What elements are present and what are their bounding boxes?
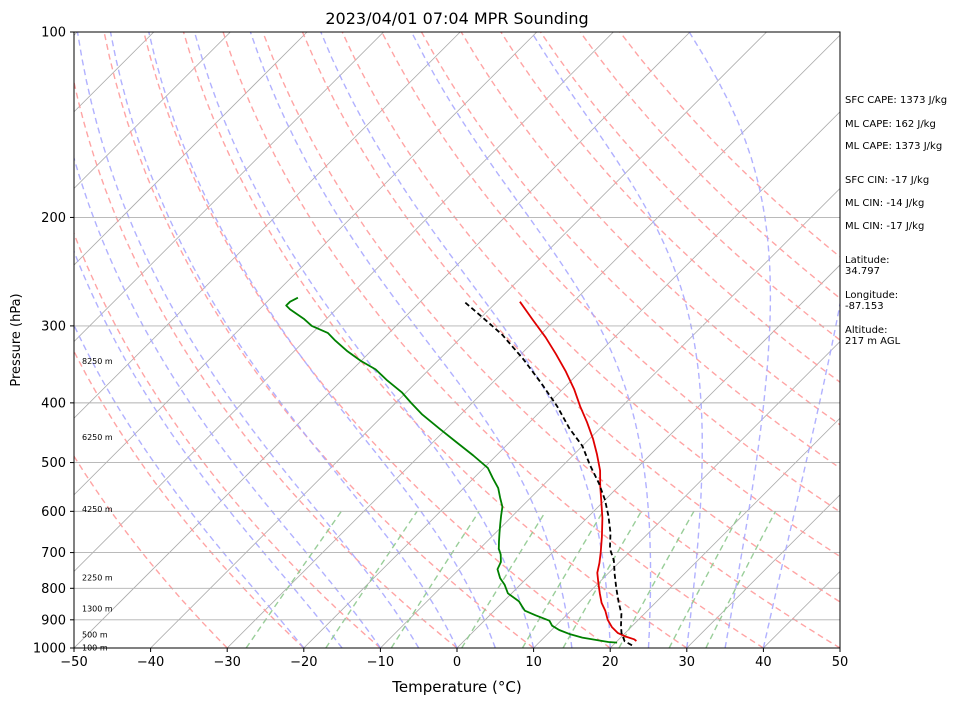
chart-title: 2023/04/01 07:04 MPR Sounding bbox=[325, 9, 588, 28]
moist-adiabat-line bbox=[74, 155, 381, 648]
x-tick-label: 30 bbox=[679, 655, 696, 670]
mixing-ratio-line bbox=[562, 510, 642, 648]
temperature-line bbox=[519, 301, 637, 642]
dry-adiabat-line bbox=[143, 32, 611, 648]
mixing-ratio-line bbox=[245, 510, 342, 648]
y-tick-label: 700 bbox=[41, 546, 66, 561]
isotherm-line bbox=[150, 32, 767, 648]
dry-adiabat-line bbox=[74, 349, 305, 648]
isotherm-line bbox=[74, 32, 231, 189]
latitude-annotation: Latitude: 34.797 bbox=[845, 255, 890, 277]
height-label: 1300 m bbox=[82, 605, 113, 614]
moist-adiabat-line bbox=[762, 300, 840, 648]
y-tick-label: 300 bbox=[41, 319, 66, 334]
plot-frame bbox=[73, 31, 841, 649]
y-tick-label: 200 bbox=[41, 211, 66, 226]
dry-adiabat-line bbox=[74, 79, 458, 648]
isotherm-line bbox=[74, 32, 461, 419]
isotherm-line bbox=[74, 32, 538, 496]
moist-adiabat-line bbox=[76, 32, 420, 648]
mixing-ratio-line bbox=[521, 510, 604, 648]
y-tick-label: 800 bbox=[41, 582, 66, 597]
y-tick-label: 1000 bbox=[33, 642, 66, 657]
height-label: 100 m bbox=[82, 643, 108, 652]
mixing-ratio-line bbox=[618, 510, 695, 648]
isotherm-line bbox=[533, 341, 840, 648]
isotherm-line bbox=[456, 264, 840, 648]
height-label: 8250 m bbox=[82, 357, 113, 366]
x-tick-label: −10 bbox=[367, 655, 394, 670]
ml-cape-annotation: ML CAPE: 162 J/kg bbox=[845, 119, 936, 130]
y-axis-label: Pressure (hPa) bbox=[9, 293, 24, 386]
x-tick-label: −50 bbox=[60, 655, 87, 670]
sfc-cape-annotation: SFC CAPE: 1373 J/kg bbox=[845, 95, 948, 106]
y-tick-label: 400 bbox=[41, 396, 66, 411]
sounding-series bbox=[285, 296, 637, 647]
ml-cin-annotation: ML CIN: -14 J/kg bbox=[845, 198, 925, 209]
dewpoint-line bbox=[285, 296, 618, 644]
mixing-ratio-line bbox=[668, 510, 742, 648]
isotherm-line bbox=[686, 494, 840, 648]
dry-adiabat-line bbox=[74, 231, 381, 648]
moist-adiabat-line bbox=[109, 32, 458, 648]
moist-adiabat-line bbox=[530, 32, 704, 648]
dry-adiabat-line bbox=[74, 454, 228, 648]
y-tick-label: 500 bbox=[41, 456, 66, 471]
moist-adiabat-line bbox=[148, 32, 496, 648]
x-tick-label: 40 bbox=[755, 655, 772, 670]
altitude-annotation: Altitude: 217 m AGL bbox=[845, 325, 901, 347]
x-tick-label: 10 bbox=[525, 655, 542, 670]
height-labels: 100 m 500 m 1300 m 2250 m 4250 m 6250 m 8250 m bbox=[82, 357, 113, 652]
sfc-cin-annotation: SFC CIN: -17 J/kg bbox=[845, 175, 930, 186]
height-label: 500 m bbox=[82, 631, 108, 640]
height-label: 2250 m bbox=[82, 573, 113, 582]
x-tick-label: 0 bbox=[453, 655, 461, 670]
isotherm-line bbox=[609, 417, 840, 648]
dry-adiabat-line bbox=[222, 32, 764, 648]
parcel-line bbox=[464, 301, 633, 647]
moist-adiabat-line bbox=[410, 32, 652, 648]
height-label: 6250 m bbox=[82, 433, 113, 442]
isotherm-line bbox=[74, 32, 691, 648]
mixing-ratio-line bbox=[705, 510, 777, 648]
moist-adiabat-line bbox=[193, 32, 535, 648]
y-tick-label: 600 bbox=[41, 505, 66, 520]
ml-cape-annotation-2: ML CAPE: 1373 J/kg bbox=[845, 141, 943, 152]
x-tick-label: −40 bbox=[137, 655, 164, 670]
longitude-annotation: Longitude: -87.153 bbox=[845, 290, 899, 312]
y-tick-label: 900 bbox=[41, 613, 66, 628]
x-tick-label: −30 bbox=[213, 655, 240, 670]
isotherm-line bbox=[303, 111, 840, 648]
height-label: 4250 m bbox=[82, 505, 113, 514]
y-tick-label: 100 bbox=[41, 26, 66, 41]
dry-adiabat-line bbox=[182, 32, 688, 648]
dry-adiabat-line bbox=[579, 32, 840, 300]
isotherm-line bbox=[74, 32, 614, 572]
x-axis-ticks: −50 −40 −30 −20 −10 0 10 20 30 40 50 bbox=[60, 648, 848, 670]
x-tick-label: 20 bbox=[602, 655, 619, 670]
isotherm-line bbox=[226, 34, 840, 648]
x-tick-label: 50 bbox=[832, 655, 849, 670]
x-tick-label: −20 bbox=[290, 655, 317, 670]
moist-adiabat-line bbox=[320, 32, 611, 648]
y-axis-ticks: 100 200 300 400 500 600 700 800 900 1000 bbox=[33, 26, 74, 657]
ml-cin-annotation-2: ML CIN: -17 J/kg bbox=[845, 221, 925, 232]
isotherm-line bbox=[74, 32, 308, 266]
x-axis-label: Temperature (°C) bbox=[391, 678, 521, 696]
moist-adiabat-line bbox=[688, 32, 772, 648]
isotherm-line bbox=[380, 187, 840, 648]
moist-adiabat-line bbox=[249, 32, 573, 648]
moist-adiabat-line bbox=[74, 249, 343, 648]
mixing-ratio-line bbox=[461, 510, 547, 648]
isobar-gridlines bbox=[74, 31, 840, 649]
dry-adiabat-line bbox=[103, 32, 535, 648]
mixing-ratio-line bbox=[325, 510, 418, 648]
dry-adiabat-line bbox=[262, 32, 840, 648]
isotherm-line bbox=[0, 32, 1, 648]
background-grid bbox=[0, 32, 840, 648]
isotherm-line bbox=[74, 32, 384, 343]
